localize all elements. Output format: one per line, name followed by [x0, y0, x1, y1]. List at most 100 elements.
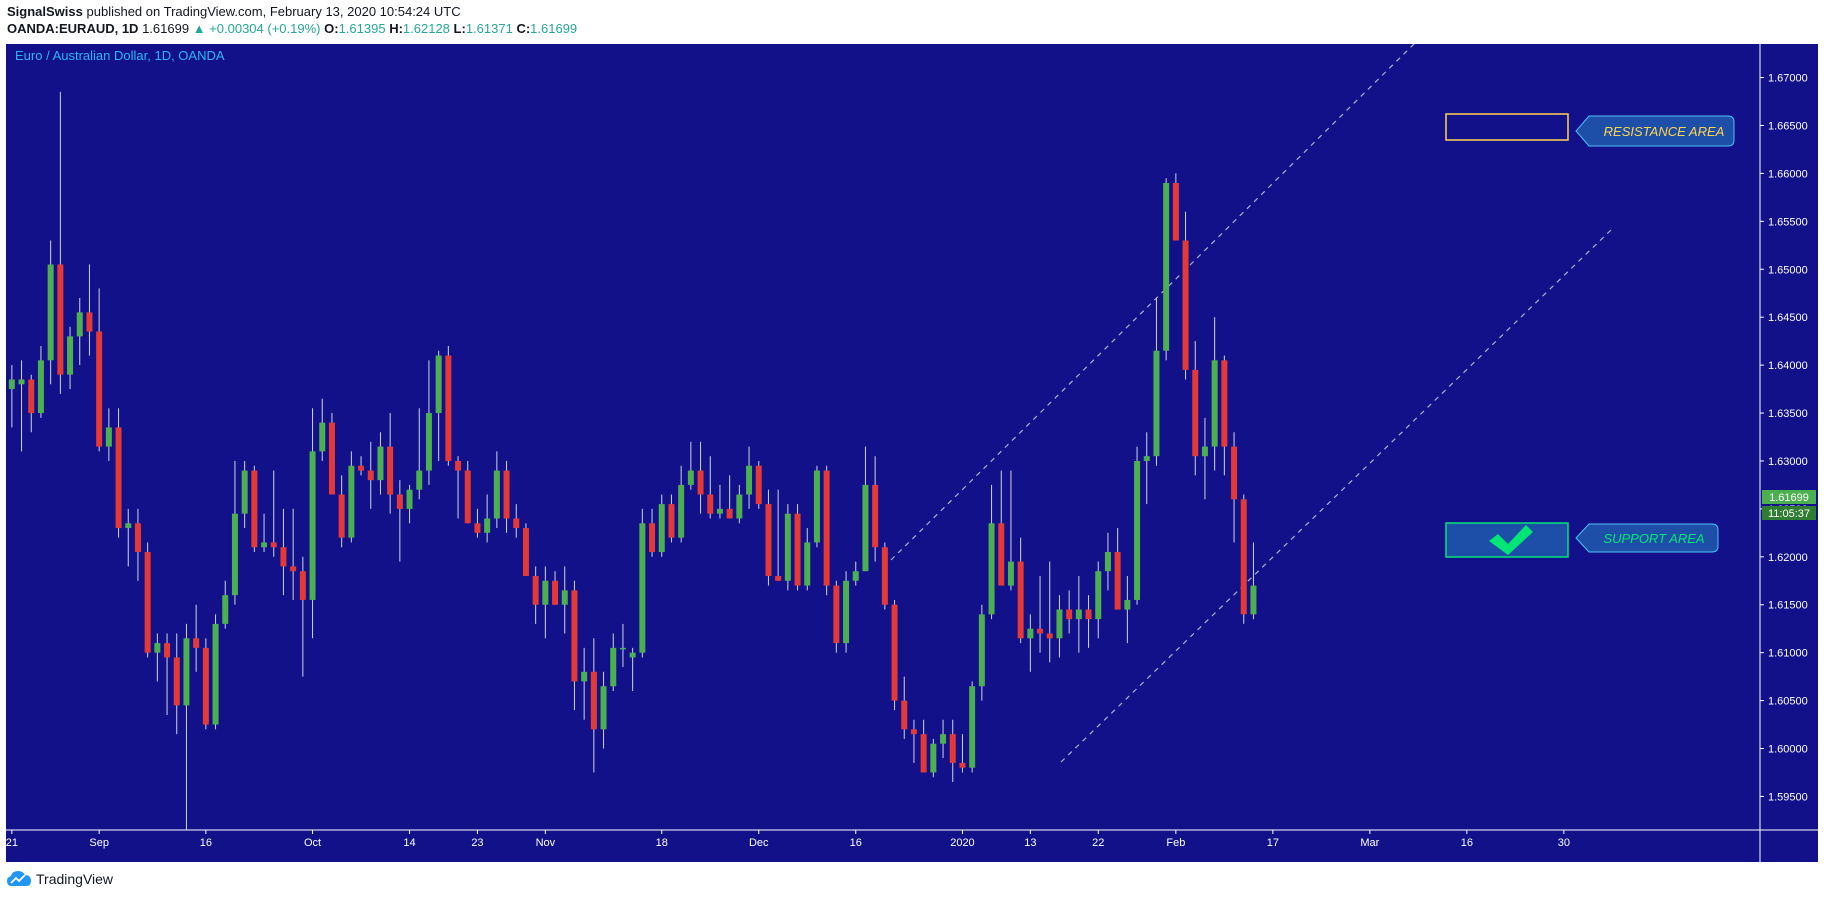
candle[interactable]	[86, 264, 93, 356]
candle[interactable]	[978, 604, 985, 701]
candle[interactable]	[309, 408, 316, 639]
candle[interactable]	[707, 456, 714, 519]
support-annotation[interactable]: SUPPORT AREA	[1445, 522, 1719, 558]
candle[interactable]	[270, 470, 277, 557]
candle[interactable]	[823, 465, 830, 596]
candle[interactable]	[1134, 446, 1141, 605]
candle[interactable]	[833, 580, 840, 653]
candle[interactable]	[901, 676, 908, 739]
candle[interactable]	[658, 494, 665, 557]
resistance-annotation[interactable]: RESISTANCE AREA	[1445, 113, 1735, 147]
candle[interactable]	[561, 566, 568, 634]
candle[interactable]	[930, 738, 937, 778]
candle[interactable]	[668, 494, 675, 543]
candle[interactable]	[522, 523, 529, 576]
candle[interactable]	[1046, 561, 1053, 663]
candle[interactable]	[1143, 432, 1150, 505]
candle[interactable]	[1066, 590, 1073, 634]
candle[interactable]	[290, 508, 297, 600]
candle[interactable]	[755, 460, 762, 509]
candle[interactable]	[425, 360, 432, 485]
candlestick-chart[interactable]: Euro / Australian Dollar, 1D, OANDA 1.67…	[6, 44, 1818, 862]
candle[interactable]	[1153, 298, 1160, 466]
candle[interactable]	[969, 681, 976, 773]
candle[interactable]	[396, 480, 403, 562]
candle[interactable]	[678, 465, 685, 543]
time-axis[interactable]: 21 Sep 16 Oct 14 23 Nov 18 Dec 16 2020 13 22 Feb 17 Mar…	[6, 830, 1570, 849]
tradingview-cloud-icon[interactable]	[6, 870, 32, 888]
candle[interactable]	[280, 508, 287, 596]
candle[interactable]	[891, 599, 898, 711]
candle[interactable]	[18, 360, 25, 452]
candle[interactable]	[134, 508, 141, 581]
resistance-zone-box[interactable]	[1445, 113, 1569, 141]
candle[interactable]	[813, 465, 820, 548]
candle[interactable]	[96, 288, 103, 452]
candle[interactable]	[920, 719, 927, 773]
candle[interactable]	[765, 489, 772, 586]
candle[interactable]	[445, 345, 452, 466]
candle[interactable]	[367, 441, 374, 509]
candle[interactable]	[949, 719, 956, 783]
candle[interactable]	[173, 633, 180, 735]
candle[interactable]	[144, 542, 151, 658]
candle[interactable]	[1240, 494, 1247, 624]
candle[interactable]	[37, 345, 44, 418]
candle[interactable]	[1104, 532, 1111, 591]
candle[interactable]	[1037, 575, 1044, 653]
candle[interactable]	[319, 398, 326, 461]
candle[interactable]	[1114, 528, 1121, 610]
candle[interactable]	[610, 633, 617, 692]
candle[interactable]	[571, 580, 578, 711]
candle[interactable]	[1201, 417, 1208, 500]
lower-trendline[interactable]	[1060, 229, 1612, 763]
candle[interactable]	[619, 623, 626, 668]
author-name[interactable]: SignalSwiss	[7, 4, 83, 19]
candle[interactable]	[1017, 537, 1024, 644]
candle[interactable]	[377, 432, 384, 495]
candle[interactable]	[804, 528, 811, 591]
candle[interactable]	[8, 365, 15, 428]
candle[interactable]	[716, 484, 723, 519]
candle[interactable]	[959, 734, 966, 773]
candle[interactable]	[125, 508, 132, 567]
candle[interactable]	[47, 240, 54, 385]
candle[interactable]	[687, 441, 694, 490]
candle[interactable]	[1221, 355, 1228, 476]
candle[interactable]	[581, 647, 588, 720]
candle[interactable]	[600, 671, 607, 749]
candle[interactable]	[697, 441, 704, 514]
candle[interactable]	[28, 374, 35, 433]
candle[interactable]	[183, 623, 190, 830]
candle[interactable]	[794, 504, 801, 591]
candle[interactable]	[542, 566, 549, 639]
candle[interactable]	[115, 408, 122, 538]
candle[interactable]	[338, 475, 345, 548]
candle[interactable]	[358, 456, 365, 476]
upper-trendline[interactable]	[890, 44, 1416, 561]
candle[interactable]	[67, 326, 74, 390]
candle[interactable]	[474, 508, 481, 538]
candle[interactable]	[639, 508, 646, 658]
candle[interactable]	[154, 633, 161, 682]
candle[interactable]	[299, 556, 306, 677]
candle[interactable]	[1095, 561, 1102, 639]
candle[interactable]	[1085, 595, 1092, 648]
candle[interactable]	[590, 638, 597, 773]
candle[interactable]	[1163, 178, 1170, 361]
candle[interactable]	[649, 508, 656, 557]
candle[interactable]	[843, 571, 850, 653]
candle[interactable]	[1211, 317, 1218, 471]
candle[interactable]	[261, 513, 268, 553]
candle[interactable]	[455, 456, 462, 519]
candle[interactable]	[775, 489, 782, 581]
candle[interactable]	[910, 719, 917, 763]
candle[interactable]	[328, 413, 335, 495]
candle[interactable]	[1231, 432, 1238, 543]
candle[interactable]	[503, 460, 510, 533]
candle[interactable]	[202, 638, 209, 730]
candle[interactable]	[1075, 575, 1082, 653]
chart-container[interactable]: Euro / Australian Dollar, 1D, OANDA 1.67…	[6, 44, 1818, 862]
candle[interactable]	[406, 484, 413, 524]
candle[interactable]	[105, 408, 112, 461]
